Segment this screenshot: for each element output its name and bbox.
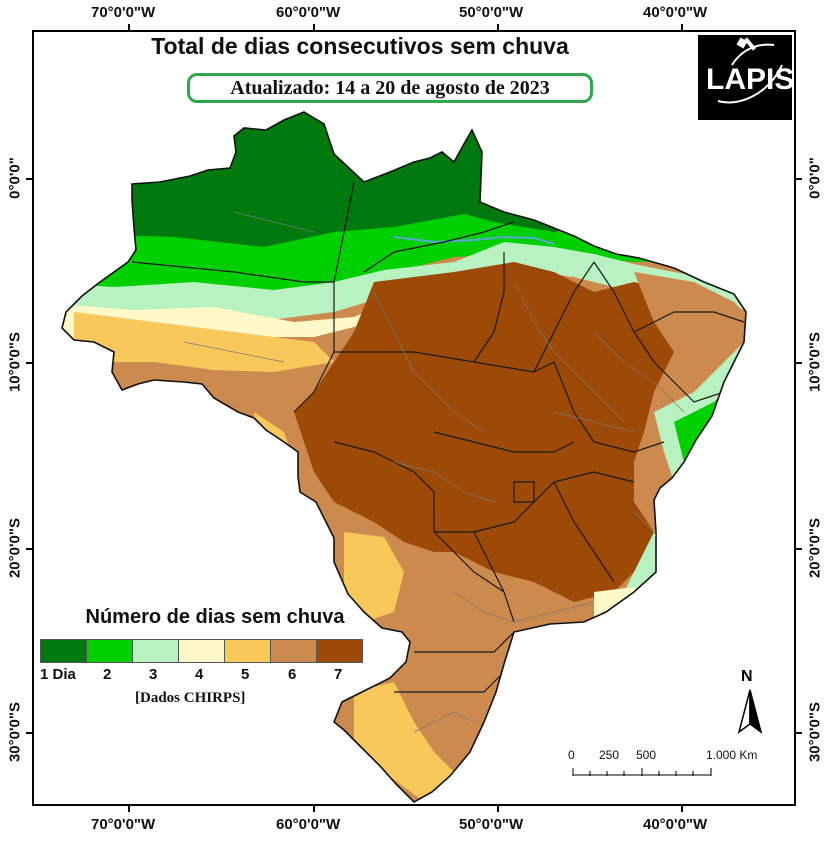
- frame-tick: [796, 178, 802, 180]
- scale-label: 500: [636, 748, 657, 762]
- longitude-label-top: 60°0'0"W: [276, 4, 341, 21]
- scale-label: 250: [599, 748, 620, 762]
- north-arrow-label: N: [741, 668, 753, 685]
- map-title: Total de dias consecutivos sem chuva: [151, 33, 569, 59]
- update-period-box: Atualizado: 14 a 20 de agosto de 2023: [187, 73, 593, 103]
- frame-tick: [26, 178, 32, 180]
- frame-tick: [313, 24, 315, 30]
- brazil-map: [61, 111, 747, 803]
- frame-tick: [128, 24, 130, 30]
- scale-bar: [572, 768, 712, 776]
- latitude-label-right: 10°0'0"S: [806, 331, 824, 393]
- frame-tick: [497, 806, 499, 812]
- frame-tick: [313, 806, 315, 812]
- north-arrow-icon: [737, 689, 763, 734]
- frame-tick: [26, 362, 32, 364]
- longitude-label-bottom: 40°0'0"W: [643, 816, 708, 833]
- latitude-label-left: 10°0'0"S: [6, 331, 24, 393]
- longitude-label-bottom: 50°0'0"W: [459, 816, 524, 833]
- legend-swatch: [317, 640, 362, 662]
- legend-label: 5: [241, 666, 250, 683]
- satellite-icon: [717, 37, 783, 104]
- map-frame: [32, 30, 796, 806]
- legend-swatch: [271, 640, 317, 662]
- frame-tick: [796, 732, 802, 734]
- lapis-logo: LAPIS: [698, 35, 795, 120]
- legend-swatch: [225, 640, 271, 662]
- frame-tick: [681, 806, 683, 812]
- longitude-label-top: 40°0'0"W: [643, 4, 708, 21]
- legend-label: 7: [334, 666, 343, 683]
- frame-tick: [497, 24, 499, 30]
- scale-label: 0: [568, 748, 575, 762]
- legend-swatch: [87, 640, 133, 662]
- legend-color-bar: [40, 639, 363, 663]
- frame-tick: [796, 362, 802, 364]
- latitude-label-right: 20°0'0"S: [806, 517, 824, 579]
- legend-swatch: [41, 640, 87, 662]
- legend-label: 3: [149, 666, 158, 683]
- frame-tick: [796, 548, 802, 550]
- legend-swatch: [179, 640, 225, 662]
- frame-tick: [26, 732, 32, 734]
- latitude-label-left: 30°0'0"S: [6, 701, 24, 763]
- legend-label: 4: [195, 666, 204, 683]
- longitude-label-top: 70°0'0"W: [91, 4, 156, 21]
- legend-label: 1 Dia: [40, 666, 76, 683]
- precipitation-raster: [62, 112, 746, 802]
- legend-label: 2: [103, 666, 112, 683]
- latitude-label-left: 20°0'0"S: [6, 517, 24, 579]
- municipal-borders: [183, 211, 685, 733]
- latitude-label-right: 0°0'0": [806, 157, 824, 199]
- scale-label: 1.000 Km: [706, 748, 758, 762]
- latitude-label-left: 0°0'0": [6, 157, 24, 199]
- longitude-label-top: 50°0'0"W: [459, 4, 524, 21]
- frame-tick: [26, 548, 32, 550]
- legend-label: 6: [288, 666, 297, 683]
- legend-swatch: [133, 640, 179, 662]
- legend-title: Número de dias sem chuva: [85, 606, 345, 628]
- update-period-text: Atualizado: 14 a 20 de agosto de 2023: [230, 76, 550, 99]
- longitude-label-bottom: 70°0'0"W: [91, 816, 156, 833]
- state-borders: [131, 181, 745, 693]
- frame-tick: [681, 24, 683, 30]
- latitude-label-right: 30°0'0"S: [806, 701, 824, 763]
- data-source-label: [Dados CHIRPS]: [135, 690, 246, 706]
- frame-tick: [128, 806, 130, 812]
- lapis-logo-text: LAPIS: [706, 63, 795, 96]
- longitude-label-bottom: 60°0'0"W: [276, 816, 341, 833]
